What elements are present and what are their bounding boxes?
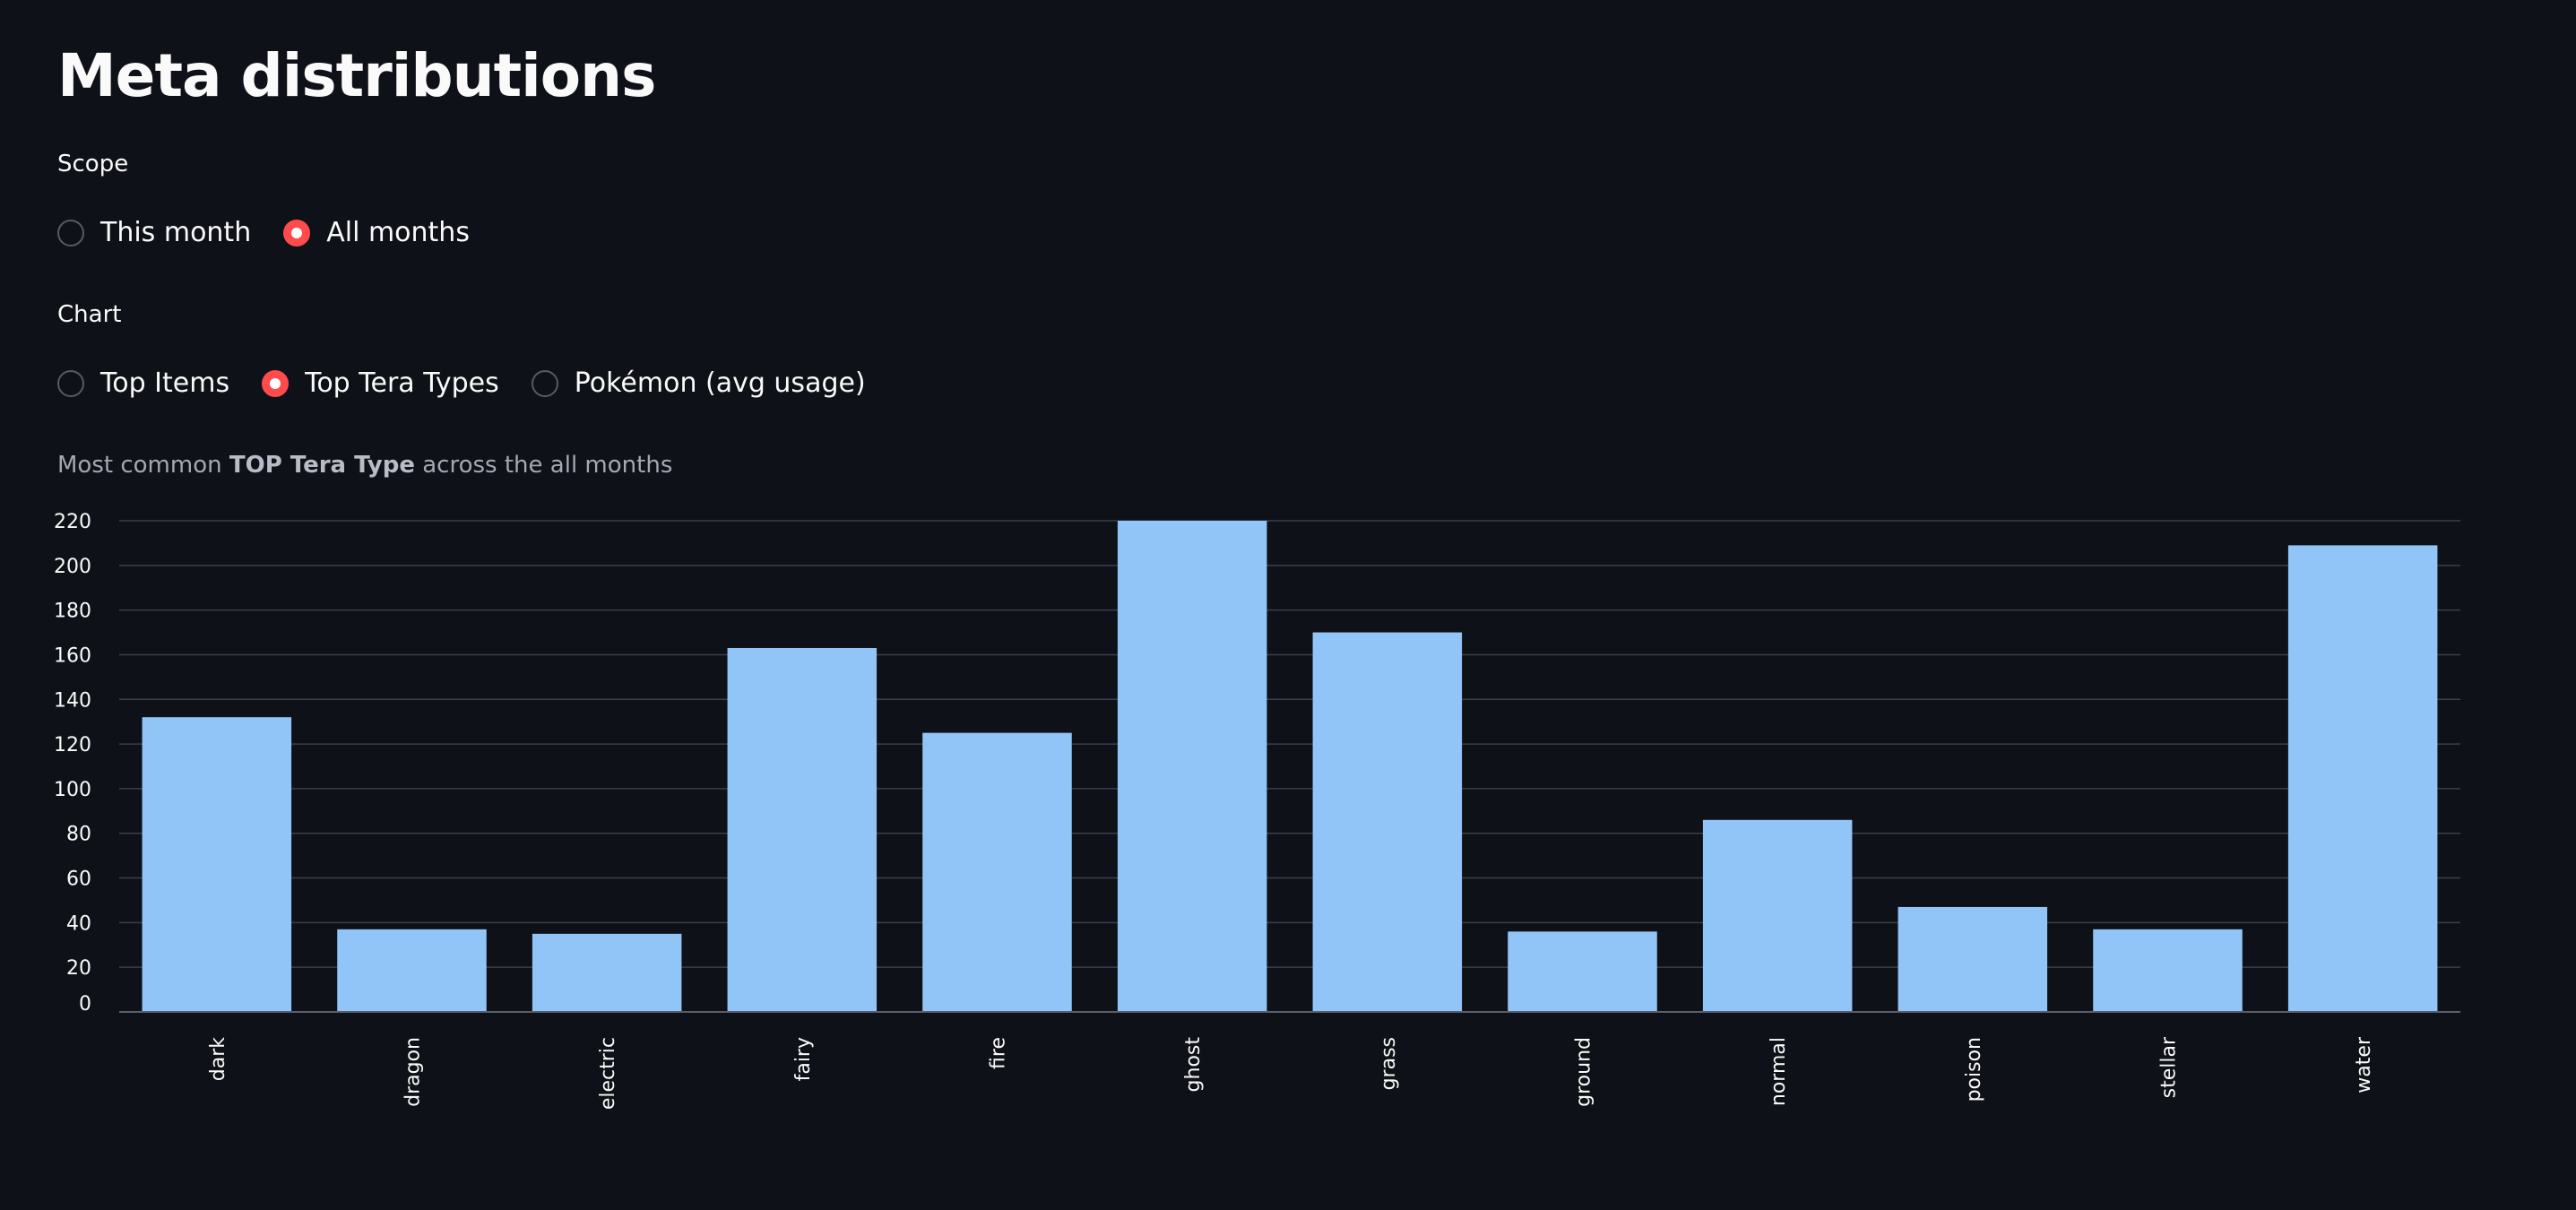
scope-label: Scope (57, 151, 129, 177)
scope-option-label: All months (326, 217, 470, 248)
y-tick-label: 200 (54, 556, 91, 578)
y-tick-label: 40 (66, 912, 91, 935)
x-tick-label: stellar (2158, 1036, 2181, 1098)
x-tick-label: normal (1768, 1037, 1790, 1106)
radio-selected-icon (262, 369, 290, 397)
x-tick-label: grass (1378, 1037, 1400, 1090)
chart-option-top-items[interactable]: Top Items (57, 367, 229, 399)
caption-suffix: across the all months (414, 452, 673, 479)
bar (1702, 819, 1853, 1012)
bar (1508, 931, 1657, 1012)
tera-type-bar-chart: 0 20 40 60 80 100 120 140 160 180 200 220 dark dragon… (54, 511, 2460, 1110)
bar (1312, 632, 1463, 1012)
chart-option-label: Top Items (100, 367, 230, 399)
x-tick-label: ground (1573, 1037, 1595, 1107)
y-tick-label: 160 (54, 644, 91, 667)
scope-radio-group: This month All months (57, 217, 470, 248)
y-tick-label: 120 (54, 734, 91, 756)
radio-selected-icon (283, 219, 311, 246)
page-title: Meta distributions (57, 41, 656, 110)
chart-option-label: Top Tera Types (305, 367, 499, 399)
caption-prefix: Most common (57, 452, 229, 479)
chart-label: Chart (57, 301, 122, 328)
chart-option-top-tera-types[interactable]: Top Tera Types (262, 367, 499, 399)
x-tick-label: electric (597, 1037, 619, 1110)
scope-option-this-month[interactable]: This month (57, 217, 251, 248)
chart-caption: Most common TOP Tera Type across the all… (57, 452, 672, 479)
bar (1897, 906, 2048, 1012)
x-tick-label: ghost (1182, 1037, 1205, 1093)
chart-radio-group: Top Items Top Tera Types Pokémon (avg us… (57, 367, 866, 399)
y-tick-label: 80 (66, 824, 91, 846)
radio-unselected-icon (57, 369, 84, 397)
y-tick-label: 220 (54, 511, 91, 533)
y-tick-label: 180 (54, 601, 91, 623)
y-tick-label: 20 (66, 957, 91, 980)
y-tick-label: 100 (54, 779, 91, 801)
y-tick-label: 60 (66, 869, 91, 891)
radio-unselected-icon (57, 219, 84, 246)
x-tick-label: water (2353, 1036, 2375, 1093)
scope-option-all-months[interactable]: All months (283, 217, 470, 248)
bar (1117, 521, 1267, 1012)
bar (142, 717, 292, 1012)
bar (337, 929, 487, 1012)
caption-bold: TOP Tera Type (229, 452, 415, 479)
bar (2093, 929, 2243, 1012)
chart-option-pokemon-avg-usage[interactable]: Pokémon (avg usage) (531, 367, 866, 399)
x-tick-label: dragon (402, 1037, 425, 1107)
x-tick-label: fire (988, 1037, 1010, 1069)
bar (2287, 545, 2438, 1012)
scope-option-label: This month (100, 217, 252, 248)
x-tick-label: fairy (792, 1037, 815, 1081)
bar (922, 732, 1072, 1012)
bar (532, 933, 682, 1012)
radio-unselected-icon (531, 369, 558, 397)
y-tick-label: 0 (79, 993, 91, 1016)
x-tick-label: poison (1963, 1037, 1985, 1102)
x-tick-label: dark (207, 1037, 229, 1081)
y-tick-label: 140 (54, 689, 91, 712)
chart-option-label: Pokémon (avg usage) (574, 367, 866, 399)
bar (727, 647, 877, 1012)
